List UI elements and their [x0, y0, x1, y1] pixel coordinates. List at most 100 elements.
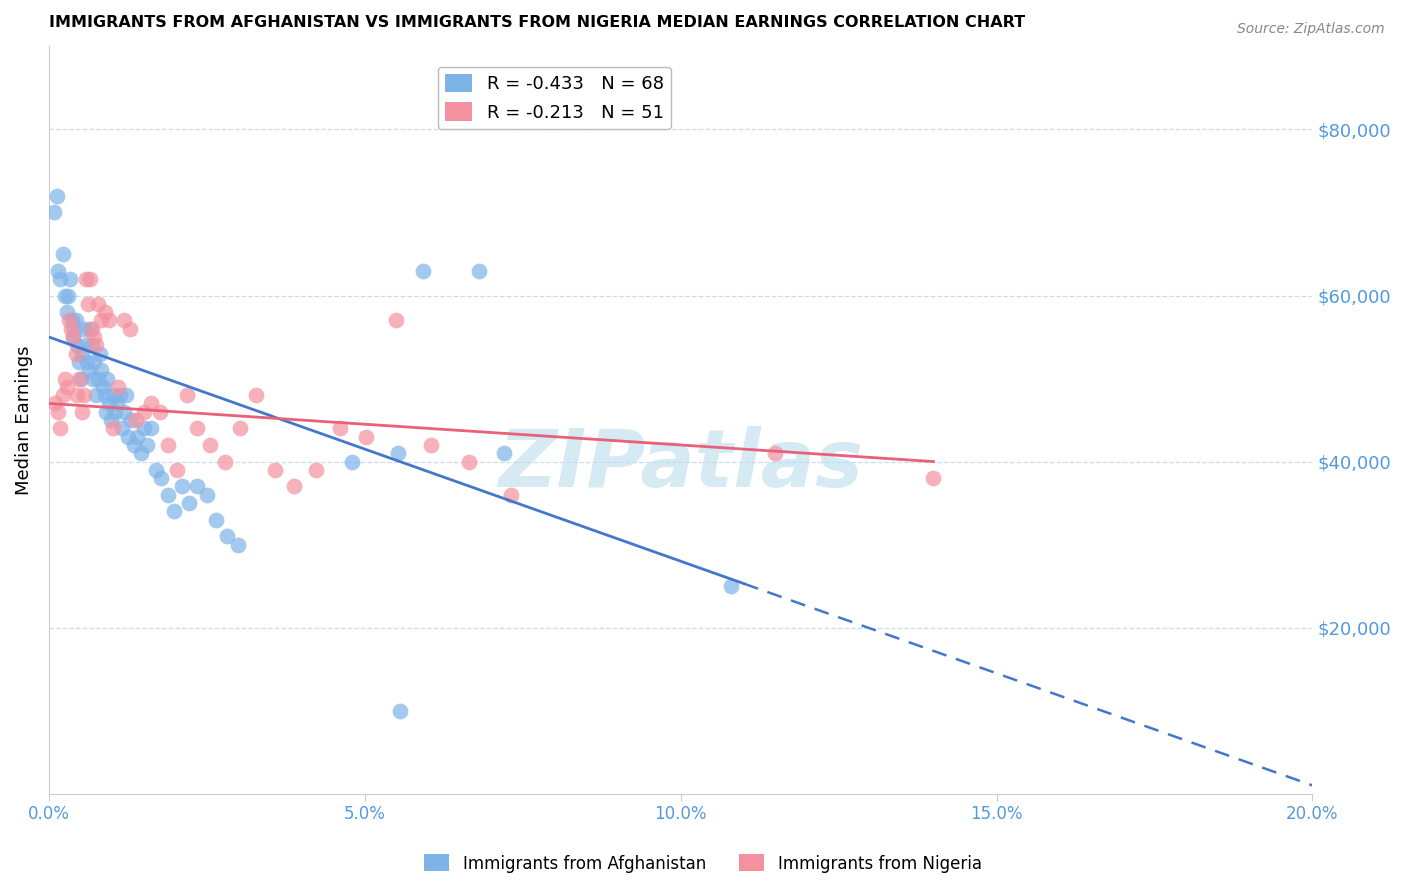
Point	[100, 413, 122, 427]
Point	[412, 263, 434, 277]
Point	[148, 405, 170, 419]
Point	[387, 446, 409, 460]
Point	[49, 272, 72, 286]
Point	[42, 205, 65, 219]
Point	[76, 355, 98, 369]
Point	[79, 322, 101, 336]
Point	[66, 338, 89, 352]
Point	[77, 297, 100, 311]
Point	[82, 371, 104, 385]
Point	[103, 388, 125, 402]
Point	[176, 388, 198, 402]
Point	[80, 338, 103, 352]
Point	[83, 355, 105, 369]
Point	[132, 405, 155, 419]
Point	[65, 346, 87, 360]
Point	[90, 363, 112, 377]
Point	[214, 454, 236, 468]
Point	[98, 313, 121, 327]
Point	[388, 704, 411, 718]
Point	[163, 504, 186, 518]
Point	[127, 430, 149, 444]
Point	[90, 313, 112, 327]
Point	[103, 421, 125, 435]
Point	[55, 380, 77, 394]
Point	[122, 438, 145, 452]
Point	[467, 263, 489, 277]
Point	[93, 305, 115, 319]
Point	[229, 421, 252, 435]
Point	[354, 430, 377, 444]
Point	[53, 288, 76, 302]
Point	[195, 488, 218, 502]
Point	[44, 396, 66, 410]
Text: ZIPatlas: ZIPatlas	[498, 425, 863, 504]
Text: Source: ZipAtlas.com: Source: ZipAtlas.com	[1237, 22, 1385, 37]
Point	[87, 371, 110, 385]
Point	[118, 322, 141, 336]
Point	[66, 388, 89, 402]
Point	[150, 471, 173, 485]
Point	[62, 330, 84, 344]
Point	[49, 421, 72, 435]
Point	[141, 421, 163, 435]
Point	[45, 189, 67, 203]
Point	[228, 538, 250, 552]
Point	[186, 421, 208, 435]
Point	[198, 438, 221, 452]
Point	[86, 388, 108, 402]
Point	[765, 446, 787, 460]
Point	[117, 430, 139, 444]
Point	[385, 313, 408, 327]
Point	[145, 463, 167, 477]
Point	[73, 322, 96, 336]
Point	[48, 405, 70, 419]
Point	[55, 305, 77, 319]
Point	[79, 272, 101, 286]
Point	[94, 405, 117, 419]
Point	[108, 388, 131, 402]
Text: IMMIGRANTS FROM AFGHANISTAN VS IMMIGRANTS FROM NIGERIA MEDIAN EARNINGS CORRELATI: IMMIGRANTS FROM AFGHANISTAN VS IMMIGRANT…	[49, 15, 1025, 30]
Point	[110, 421, 132, 435]
Point	[60, 313, 83, 327]
Point	[56, 288, 79, 302]
Point	[170, 479, 193, 493]
Point	[458, 454, 481, 468]
Point	[283, 479, 305, 493]
Point	[65, 313, 87, 327]
Point	[96, 371, 118, 385]
Point	[156, 438, 179, 452]
Point	[420, 438, 443, 452]
Point	[62, 330, 84, 344]
Legend: R = -0.433   N = 68, R = -0.213   N = 51: R = -0.433 N = 68, R = -0.213 N = 51	[437, 67, 671, 128]
Point	[141, 396, 163, 410]
Point	[93, 388, 115, 402]
Point	[91, 380, 114, 394]
Point	[115, 388, 138, 402]
Point	[245, 388, 267, 402]
Point	[125, 413, 148, 427]
Point	[264, 463, 287, 477]
Point	[52, 247, 75, 261]
Point	[75, 338, 97, 352]
Point	[217, 529, 239, 543]
Point	[73, 388, 96, 402]
Point	[67, 355, 90, 369]
Point	[720, 579, 742, 593]
Point	[304, 463, 326, 477]
Point	[329, 421, 352, 435]
Point	[52, 388, 75, 402]
Point	[135, 438, 157, 452]
Point	[67, 371, 90, 385]
Y-axis label: Median Earnings: Median Earnings	[15, 345, 32, 495]
Point	[86, 338, 108, 352]
Point	[492, 446, 515, 460]
Legend: Immigrants from Afghanistan, Immigrants from Nigeria: Immigrants from Afghanistan, Immigrants …	[418, 847, 988, 880]
Point	[80, 322, 103, 336]
Point	[63, 322, 86, 336]
Point	[53, 371, 76, 385]
Point	[48, 263, 70, 277]
Point	[186, 479, 208, 493]
Point	[501, 488, 523, 502]
Point	[156, 488, 179, 502]
